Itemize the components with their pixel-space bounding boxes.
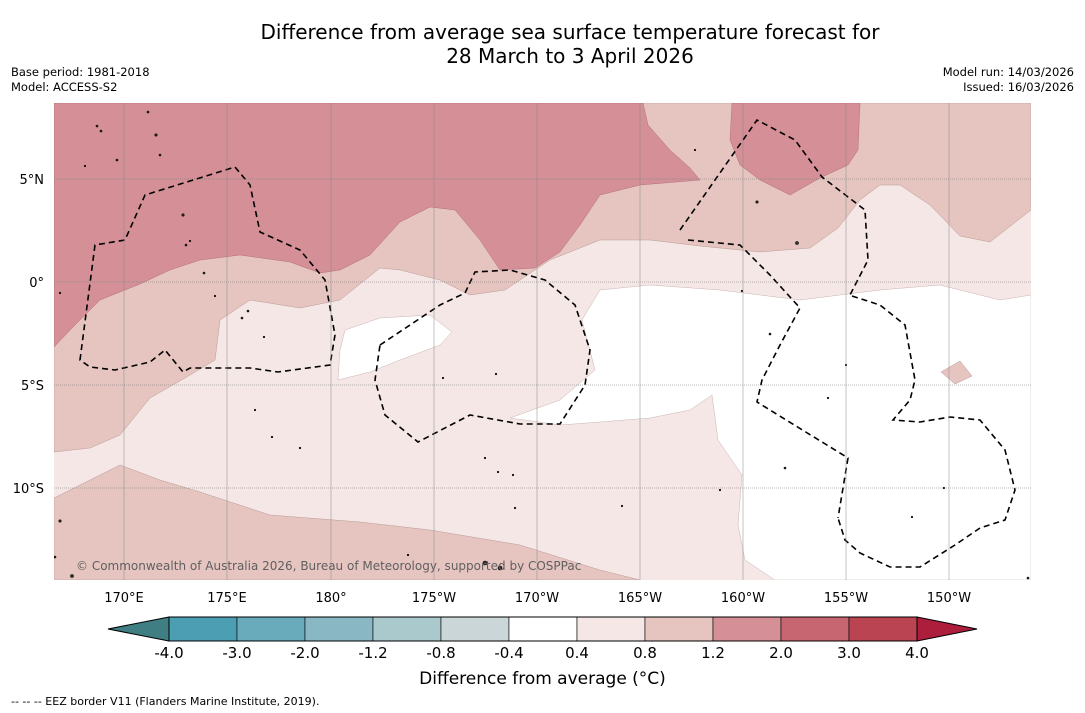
colorbar-segment bbox=[848, 616, 918, 642]
title-line-1: Difference from average sea surface temp… bbox=[260, 20, 880, 44]
zone-neutral-west bbox=[337, 314, 453, 381]
model-run: Model run: 14/03/2026 bbox=[942, 65, 1074, 79]
eez-border-east-mid bbox=[687, 239, 849, 519]
colorbar-tick-label: -0.8 bbox=[426, 644, 455, 662]
colorbar-segment bbox=[372, 616, 442, 642]
colorbar-tick-label: -0.4 bbox=[494, 644, 523, 662]
eez-footnote: -- -- -- EEZ border V11 (Flanders Marine… bbox=[11, 695, 320, 708]
colorbar-segment bbox=[236, 616, 306, 642]
colorbar-segment bbox=[440, 616, 510, 642]
colorbar-tick-label: -1.2 bbox=[358, 644, 387, 662]
eez-border-east-north bbox=[679, 118, 869, 296]
lat-label: 10°S bbox=[13, 482, 44, 497]
issued-date: Issued: 16/03/2026 bbox=[963, 80, 1074, 94]
eez-border-east-south bbox=[837, 295, 1016, 568]
colorbar-tick-labels: -4.0 -3.0 -2.0 -1.2 -0.8 -0.4 0.4 0.8 1.2 2.0 3.0 4… bbox=[154, 644, 929, 662]
lon-label: 150°W bbox=[927, 591, 971, 606]
colorbar-tick-label: -3.0 bbox=[222, 644, 251, 662]
colorbar-segment bbox=[780, 616, 850, 642]
meta-left: Base period: 1981-2018 Model: ACCESS-S2 bbox=[11, 65, 150, 95]
colorbar-tick-label: 1.2 bbox=[701, 644, 725, 662]
lon-label: 155°W bbox=[824, 591, 868, 606]
lat-labels: 5°N 0° 5°S 10°S bbox=[13, 173, 44, 497]
colorbar-tick-label: 0.4 bbox=[565, 644, 589, 662]
colorbar-tick-label: 3.0 bbox=[837, 644, 861, 662]
model-name: Model: ACCESS-S2 bbox=[11, 80, 118, 94]
colorbar-segment bbox=[576, 616, 646, 642]
colorbar-tick-label: 2.0 bbox=[769, 644, 793, 662]
colorbar-frame bbox=[168, 616, 918, 642]
colorbar-segment bbox=[304, 616, 374, 642]
meta-right: Model run: 14/03/2026 Issued: 16/03/2026 bbox=[943, 65, 1074, 95]
lat-label: 5°S bbox=[21, 379, 44, 394]
meridians bbox=[123, 103, 950, 580]
zone-1p2-2p0-west bbox=[54, 103, 701, 348]
copyright: © Commonwealth of Australia 2026, Bureau… bbox=[76, 559, 581, 573]
lon-label: 175°W bbox=[412, 591, 456, 606]
colorbar-segment bbox=[712, 616, 782, 642]
colorbar: -4.0 -3.0 -2.0 -1.2 -0.8 -0.4 0.4 0.8 1.2 2.0 3.0 4… bbox=[107, 616, 978, 662]
sst-anomaly-map: © Commonwealth of Australia 2026, Bureau… bbox=[54, 103, 1031, 580]
colorbar-segment bbox=[508, 616, 578, 642]
colorbar-tick-label: 4.0 bbox=[905, 644, 929, 662]
eez-border-west bbox=[79, 166, 336, 374]
zone-0p8-1p2-south bbox=[54, 464, 641, 580]
colorbar-segment bbox=[168, 616, 238, 642]
island-markers bbox=[54, 110, 1030, 580]
colorbar-tick-label: -4.0 bbox=[154, 644, 183, 662]
lon-label: 180° bbox=[315, 591, 346, 606]
title-line-2: 28 March to 3 April 2026 bbox=[446, 44, 694, 68]
lon-label: 175°E bbox=[207, 591, 247, 606]
lat-label: 0° bbox=[29, 276, 44, 291]
colorbar-over-arrow bbox=[916, 616, 978, 642]
lon-label: 170°W bbox=[515, 591, 559, 606]
lon-label: 170°E bbox=[104, 591, 144, 606]
colorbar-tick-label: -2.0 bbox=[290, 644, 319, 662]
colorbar-tick-label: 0.8 bbox=[633, 644, 657, 662]
lon-labels: 170°E 175°E 180° 175°W 170°W 165°W 160°W… bbox=[104, 591, 971, 606]
colorbar-segments bbox=[168, 616, 918, 642]
colorbar-title: Difference from average (°C) bbox=[419, 669, 666, 689]
chart-title: Difference from average sea surface temp… bbox=[0, 20, 1085, 68]
colorbar-segment bbox=[644, 616, 714, 642]
eez-borders bbox=[79, 118, 1016, 568]
colorbar-under-arrow bbox=[107, 616, 170, 642]
graticule bbox=[54, 178, 1031, 489]
base-period: Base period: 1981-2018 bbox=[11, 65, 150, 79]
lon-label: 165°W bbox=[618, 591, 662, 606]
lat-label: 5°N bbox=[20, 173, 45, 188]
lon-label: 160°W bbox=[721, 591, 765, 606]
eez-border-central bbox=[374, 269, 591, 443]
